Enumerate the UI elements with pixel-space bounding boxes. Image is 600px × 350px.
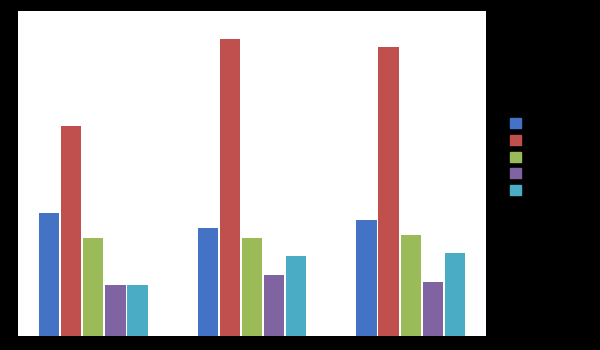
Bar xyxy=(264,274,284,336)
Bar xyxy=(39,213,59,336)
Bar xyxy=(105,285,125,336)
Bar xyxy=(220,40,240,336)
Bar xyxy=(445,253,465,336)
Bar xyxy=(401,235,421,336)
Bar xyxy=(422,282,443,336)
Legend: , , , , : , , , , xyxy=(506,113,528,201)
Bar xyxy=(379,47,399,336)
Bar xyxy=(127,285,148,336)
Bar xyxy=(197,228,218,336)
Bar xyxy=(286,257,307,336)
Bar xyxy=(242,238,262,336)
Bar xyxy=(356,220,377,336)
Bar xyxy=(83,238,103,336)
Bar xyxy=(61,126,82,336)
